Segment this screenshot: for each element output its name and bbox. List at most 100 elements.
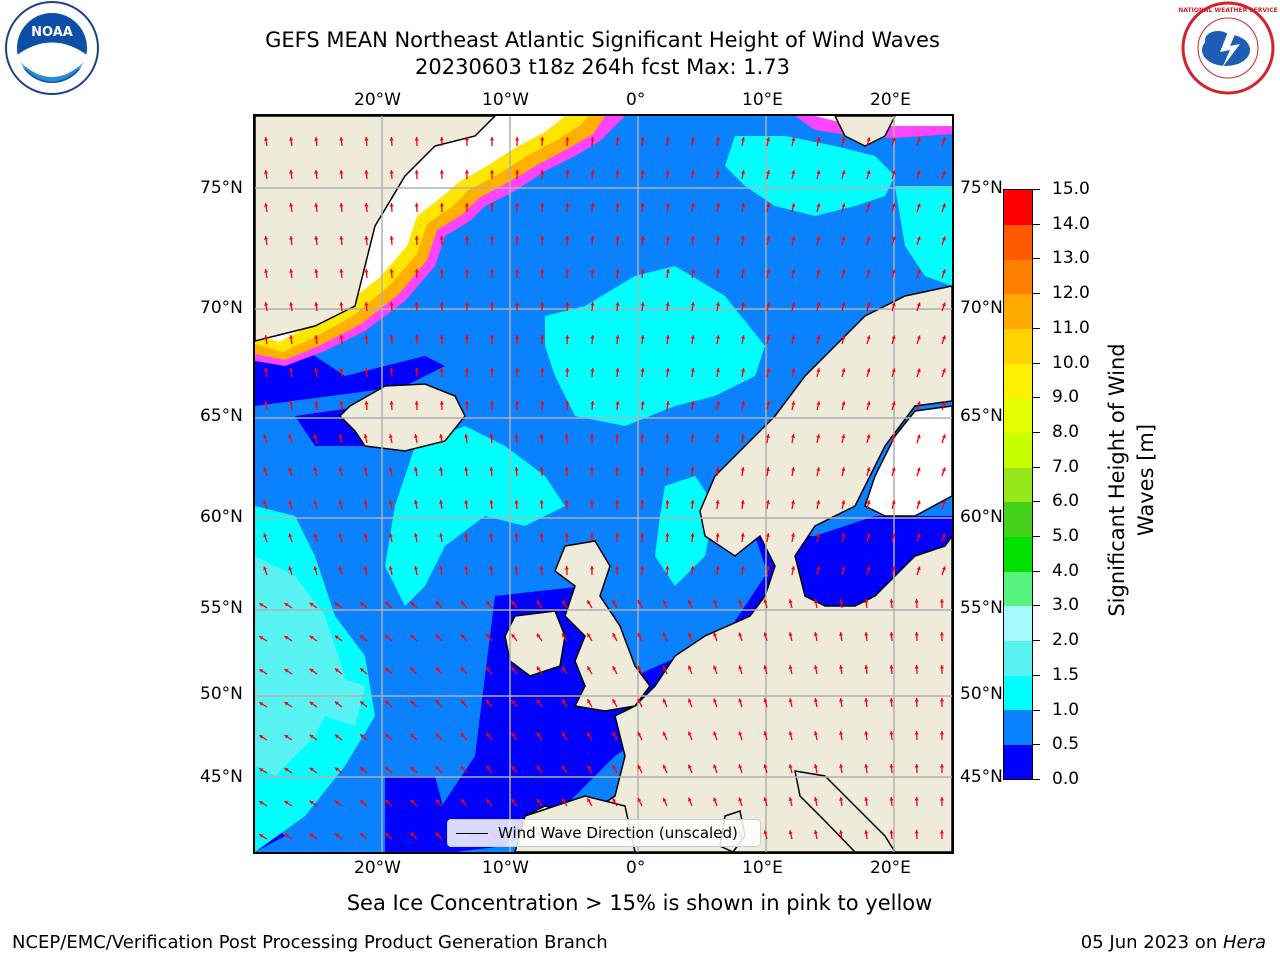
left-lat-label: 45°N [200, 767, 243, 787]
wind-wave-arrowhead [763, 830, 768, 835]
wind-wave-arrowhead [439, 335, 444, 339]
wind-wave-arrowhead [941, 368, 946, 373]
wind-wave-arrowhead [740, 500, 745, 504]
wind-wave-arrowhead [389, 203, 394, 207]
wind-wave-arrowhead [339, 368, 344, 372]
wind-wave-arrowhead [765, 500, 770, 504]
wind-wave-arrowhead [339, 269, 344, 273]
colorbar-tick-mark [1033, 189, 1040, 190]
wind-wave-arrowhead [410, 601, 415, 606]
wind-wave-arrowhead [640, 236, 645, 240]
wind-wave-arrowhead [640, 203, 645, 207]
wind-wave-arrowhead [388, 434, 393, 438]
wind-wave-arrowhead [364, 170, 369, 174]
wind-wave-arrowhead [891, 269, 896, 274]
wind-wave-arrowhead [511, 732, 516, 737]
wind-wave-arrowhead [791, 500, 796, 504]
wind-wave-arrowhead [289, 401, 294, 405]
wind-wave-arrowhead [565, 335, 570, 339]
wind-wave-arrowhead [741, 368, 746, 372]
wind-wave-arrowhead [540, 302, 545, 306]
colorbar-segment [1004, 363, 1032, 399]
wind-wave-arrowhead [439, 170, 444, 174]
left-lat-label: 75°N [200, 178, 243, 198]
wind-wave-arrowhead [587, 666, 591, 671]
wind-wave-arrowhead [791, 203, 796, 208]
wind-wave-arrowhead [489, 566, 494, 570]
wind-wave-arrowhead [939, 632, 944, 636]
wind-wave-arrowhead [565, 269, 570, 273]
wind-wave-arrowhead [741, 401, 746, 405]
wind-wave-arrowhead [489, 236, 495, 240]
wind-wave-arrowhead [690, 566, 695, 570]
wind-wave-arrowhead [334, 668, 339, 673]
colorbar-tick-mark [1033, 362, 1040, 364]
wind-wave-arrowhead [939, 830, 944, 834]
wind-wave-arrowhead [489, 269, 495, 273]
wind-wave-arrowhead [461, 667, 465, 672]
wind-wave-arrowhead [514, 467, 519, 471]
wind-wave-arrowhead [314, 335, 319, 339]
wind-wave-arrowhead [264, 401, 269, 405]
wind-wave-arrowhead [565, 170, 570, 174]
wind-wave-arrowhead [864, 797, 869, 801]
wind-wave-arrowhead [941, 401, 946, 406]
right-lat-label: 50°N [960, 684, 1003, 704]
wind-wave-arrowhead [891, 434, 896, 439]
wind-wave-arrowhead [891, 302, 896, 307]
right-lat-label: 45°N [960, 767, 1003, 787]
wind-wave-arrowhead [489, 335, 495, 339]
wind-wave-arrowhead [410, 766, 415, 771]
wind-wave-arrowhead [640, 467, 645, 471]
wind-wave-arrowhead [889, 731, 894, 735]
wind-wave-arrowhead [690, 434, 695, 438]
wind-wave-arrowhead [766, 137, 771, 141]
footer-date-text: 05 Jun 2023 on [1080, 932, 1223, 953]
colorbar-tick-label: 6.0 [1052, 491, 1080, 512]
wind-wave-arrowhead [587, 798, 591, 803]
wind-wave-arrowhead [791, 170, 796, 175]
wind-wave-arrowhead [515, 170, 520, 174]
colorbar-tick-label: 3.0 [1052, 595, 1080, 616]
wind-wave-arrowhead [941, 137, 946, 142]
wind-wave-arrowhead [514, 533, 519, 537]
wind-wave-arrowhead [813, 830, 818, 834]
wind-wave-arrowhead [464, 170, 469, 174]
wind-wave-arrowhead [765, 434, 770, 438]
wind-wave-arrowhead [690, 335, 695, 339]
wind-wave-arrowhead [941, 302, 946, 307]
wind-wave-arrowhead [738, 797, 743, 802]
wind-wave-arrowhead [916, 500, 921, 505]
wind-wave-arrowhead [388, 500, 393, 504]
wind-wave-arrowhead [916, 335, 921, 340]
wind-wave-arrowhead [339, 302, 344, 306]
wind-wave-arrowhead [738, 599, 743, 604]
wind-wave-arrowhead [866, 203, 871, 208]
wind-wave-arrowhead [338, 566, 343, 571]
wind-wave-arrowhead [289, 203, 294, 207]
wind-wave-arrowhead [464, 203, 469, 207]
wind-wave-arrowhead [515, 302, 520, 306]
wind-wave-arrowhead [360, 701, 365, 706]
wind-wave-arrowhead [766, 203, 771, 207]
wind-wave-arrowhead [816, 170, 821, 175]
wind-wave-arrowhead [564, 500, 569, 504]
wind-wave-arrowhead [511, 633, 516, 638]
wind-wave-arrowhead [916, 434, 921, 439]
wind-wave-arrowhead [489, 137, 495, 141]
wind-wave-arrowhead [385, 701, 390, 705]
wind-wave-arrowhead [939, 797, 944, 801]
wind-wave-arrowhead [741, 335, 746, 339]
wind-wave-arrowhead [511, 666, 516, 671]
wind-wave-arrowhead [289, 236, 294, 240]
wind-wave-arrowhead [941, 434, 946, 439]
wind-wave-arrowhead [410, 832, 415, 837]
wind-wave-arrowhead [816, 203, 821, 208]
wind-wave-arrowhead [788, 797, 793, 802]
wind-wave-arrowhead [414, 203, 419, 207]
wind-wave-arrowhead [914, 830, 919, 834]
wind-wave-arrowhead [263, 500, 268, 505]
wind-wave-arrowhead [284, 801, 289, 805]
wind-wave-arrowhead [715, 500, 720, 504]
left-lat-label: 65°N [200, 406, 243, 426]
